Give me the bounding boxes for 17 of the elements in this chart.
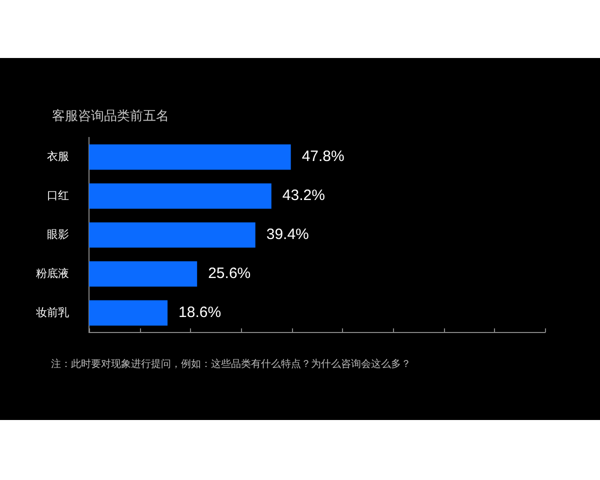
data-label: 47.8% [302, 148, 344, 166]
data-label: 18.6% [178, 304, 222, 322]
bar [89, 222, 256, 248]
bar [89, 183, 272, 209]
chart-title: 客服咨询品类前五名 [52, 107, 169, 125]
data-label: 39.4% [266, 226, 309, 244]
bar [89, 300, 168, 326]
data-label: 43.2% [282, 187, 325, 204]
y-tick-label: 口红 [47, 190, 69, 202]
y-tick-label: 眼影 [47, 229, 69, 242]
bar [89, 144, 291, 170]
bar [89, 261, 198, 287]
y-tick-label: 妆前乳 [36, 306, 69, 319]
y-tick-label: 粉底液 [36, 266, 69, 280]
y-tick-label: 衣服 [47, 150, 69, 164]
data-label: 25.6% [208, 265, 251, 282]
text: 注：此时要对现象进行提问，例如：这些品类有什么特点？为什么咨询会这么多？ [51, 358, 411, 371]
